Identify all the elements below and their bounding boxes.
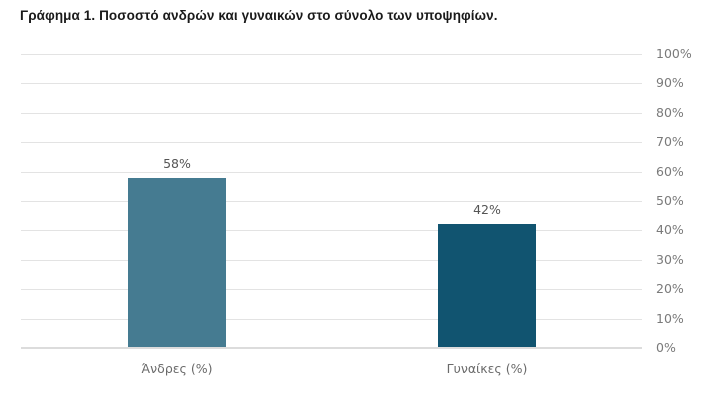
- y-tick-label: 30%: [656, 252, 684, 267]
- x-label-women: Γυναίκες (%): [446, 361, 528, 376]
- y-tick-label: 0%: [656, 340, 676, 355]
- gridline-90: [21, 83, 642, 85]
- bar-men: [128, 178, 226, 348]
- bar-women: [438, 224, 536, 348]
- y-tick-label: 20%: [656, 281, 684, 296]
- gridline-60: [21, 171, 642, 173]
- x-label-men: Άνδρες (%): [141, 361, 213, 376]
- y-tick-label: 70%: [656, 134, 684, 149]
- gridline-50: [21, 201, 642, 202]
- data-label-men: 58%: [163, 156, 191, 171]
- gridline-70: [21, 142, 642, 144]
- y-tick-label: 10%: [656, 311, 684, 326]
- gridline-30: [21, 259, 642, 261]
- y-tick-label: 100%: [656, 46, 692, 61]
- y-tick-label: 60%: [656, 164, 684, 179]
- gridline-80: [21, 112, 642, 114]
- gridline-10: [21, 318, 642, 320]
- gridline-40: [21, 230, 642, 232]
- plot-area: 58% 42%: [21, 54, 642, 349]
- y-tick-label: 90%: [656, 75, 684, 90]
- baseline: [21, 347, 642, 349]
- y-tick-label: 80%: [656, 105, 684, 120]
- data-label-women: 42%: [473, 202, 501, 217]
- y-tick-label: 40%: [656, 222, 684, 237]
- chart-title: Γράφημα 1. Ποσοστό ανδρών και γυναικών σ…: [20, 8, 498, 23]
- y-tick-label: 50%: [656, 193, 684, 208]
- gridline-20: [21, 289, 642, 291]
- gridline-100: [21, 54, 642, 55]
